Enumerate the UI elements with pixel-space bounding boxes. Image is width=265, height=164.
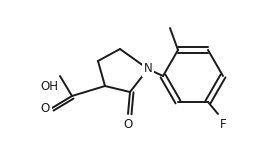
Text: N: N <box>144 62 152 75</box>
Text: O: O <box>123 118 132 131</box>
Text: OH: OH <box>40 80 58 93</box>
Text: F: F <box>220 118 227 131</box>
Text: O: O <box>41 102 50 114</box>
